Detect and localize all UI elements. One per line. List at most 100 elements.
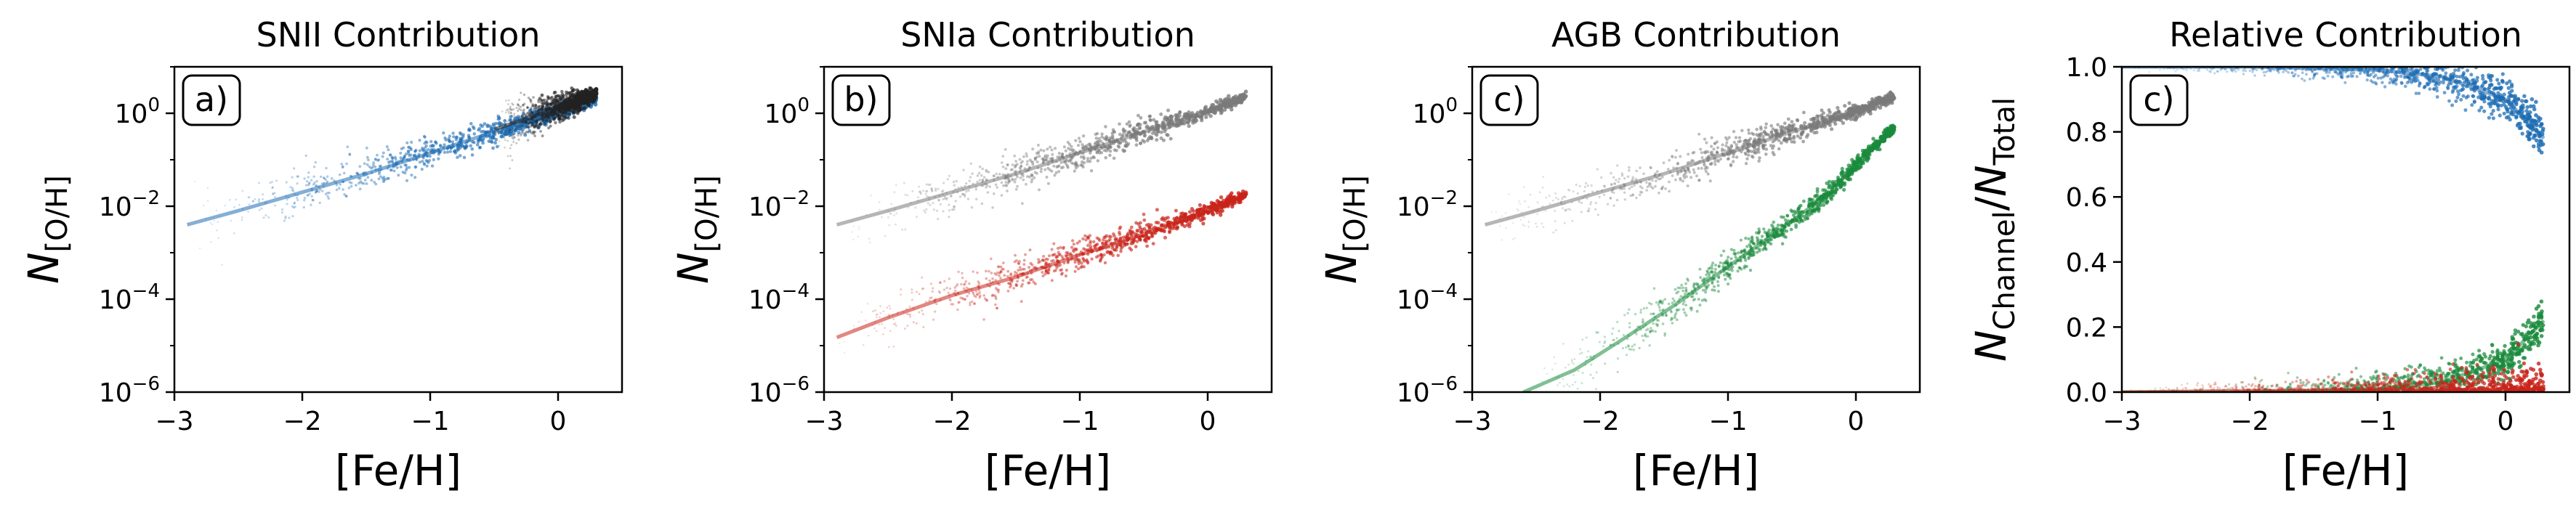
data-point <box>971 300 974 304</box>
data-point <box>1014 178 1017 181</box>
data-point <box>1683 172 1687 176</box>
data-point <box>1193 120 1198 124</box>
data-point <box>1572 362 1575 365</box>
data-point <box>1102 253 1106 257</box>
data-point <box>497 131 500 134</box>
data-point <box>1243 89 1248 94</box>
data-point <box>535 120 538 123</box>
data-point <box>451 131 455 135</box>
data-point <box>1070 144 1073 148</box>
data-point <box>975 293 979 296</box>
data-point <box>1735 155 1739 159</box>
data-point <box>1054 147 1057 150</box>
data-point <box>482 129 485 134</box>
data-point <box>1174 124 1179 129</box>
data-point <box>514 127 517 130</box>
data-point <box>1692 168 1695 171</box>
data-point <box>291 176 294 179</box>
data-point <box>1883 103 1889 107</box>
data-point <box>374 158 377 161</box>
x-tick-label: 0 <box>1200 407 1216 436</box>
data-point <box>921 313 924 316</box>
data-point <box>1030 263 1034 266</box>
data-point <box>397 174 400 177</box>
data-point <box>1010 280 1014 283</box>
data-point <box>513 113 516 115</box>
data-point <box>1587 209 1590 213</box>
data-point <box>1569 208 1572 211</box>
data-point <box>1589 200 1593 203</box>
data-point <box>963 283 966 286</box>
data-point <box>1027 281 1030 285</box>
data-point <box>903 327 906 330</box>
data-point <box>1051 258 1055 262</box>
data-point <box>501 110 504 113</box>
data-point <box>1527 221 1530 224</box>
data-point <box>509 105 512 108</box>
data-point <box>402 157 405 160</box>
data-point <box>522 113 525 116</box>
data-point <box>988 279 991 282</box>
data-point <box>1840 166 1844 171</box>
data-point <box>485 124 490 129</box>
data-point <box>456 155 459 159</box>
data-point <box>1660 187 1663 190</box>
data-point <box>321 190 324 192</box>
data-point <box>326 175 329 178</box>
data-point <box>1681 179 1684 183</box>
data-point <box>1704 170 1708 174</box>
data-point <box>1149 118 1152 123</box>
data-point <box>1676 290 1680 293</box>
data-point <box>576 95 580 99</box>
data-point <box>1050 279 1054 282</box>
data-point <box>1748 149 1751 152</box>
data-point <box>1145 244 1149 248</box>
data-point <box>1054 269 1057 272</box>
data-point <box>936 209 939 212</box>
data-point <box>443 143 446 147</box>
data-point <box>1522 224 1524 226</box>
data-point <box>969 162 973 165</box>
data-point <box>1082 247 1086 251</box>
data-point <box>904 228 907 231</box>
data-point <box>929 203 932 206</box>
data-point <box>1168 137 1173 141</box>
data-point <box>213 219 215 222</box>
data-point <box>1717 264 1721 268</box>
data-point <box>1009 282 1012 285</box>
data-point <box>1642 172 1645 175</box>
data-point <box>1166 216 1170 220</box>
data-point <box>1703 137 1707 141</box>
data-point <box>1073 169 1076 173</box>
data-point <box>881 322 883 325</box>
data-point <box>1129 242 1133 245</box>
data-point <box>570 86 574 90</box>
data-point <box>869 241 871 244</box>
data-point <box>567 112 571 116</box>
data-point <box>1687 160 1690 164</box>
data-point <box>1631 345 1634 348</box>
data-point <box>1015 272 1019 275</box>
data-point <box>557 115 562 119</box>
data-point <box>895 223 897 226</box>
data-point <box>1080 264 1084 269</box>
data-point <box>995 273 998 277</box>
data-point <box>1030 178 1034 182</box>
data-point <box>892 318 895 320</box>
data-point <box>345 195 348 198</box>
data-point <box>930 187 933 190</box>
data-point <box>1201 221 1206 226</box>
data-point <box>1567 363 1570 366</box>
data-point <box>1128 229 1132 234</box>
data-point <box>1052 242 1056 245</box>
data-point <box>1796 134 1800 138</box>
data-point <box>972 270 974 273</box>
data-point <box>985 298 988 301</box>
data-point <box>1136 122 1141 126</box>
data-point <box>371 166 374 169</box>
data-point <box>541 107 544 110</box>
data-point <box>1769 131 1774 134</box>
data-point <box>407 150 411 153</box>
data-point <box>1009 273 1012 277</box>
data-point <box>1695 282 1698 285</box>
